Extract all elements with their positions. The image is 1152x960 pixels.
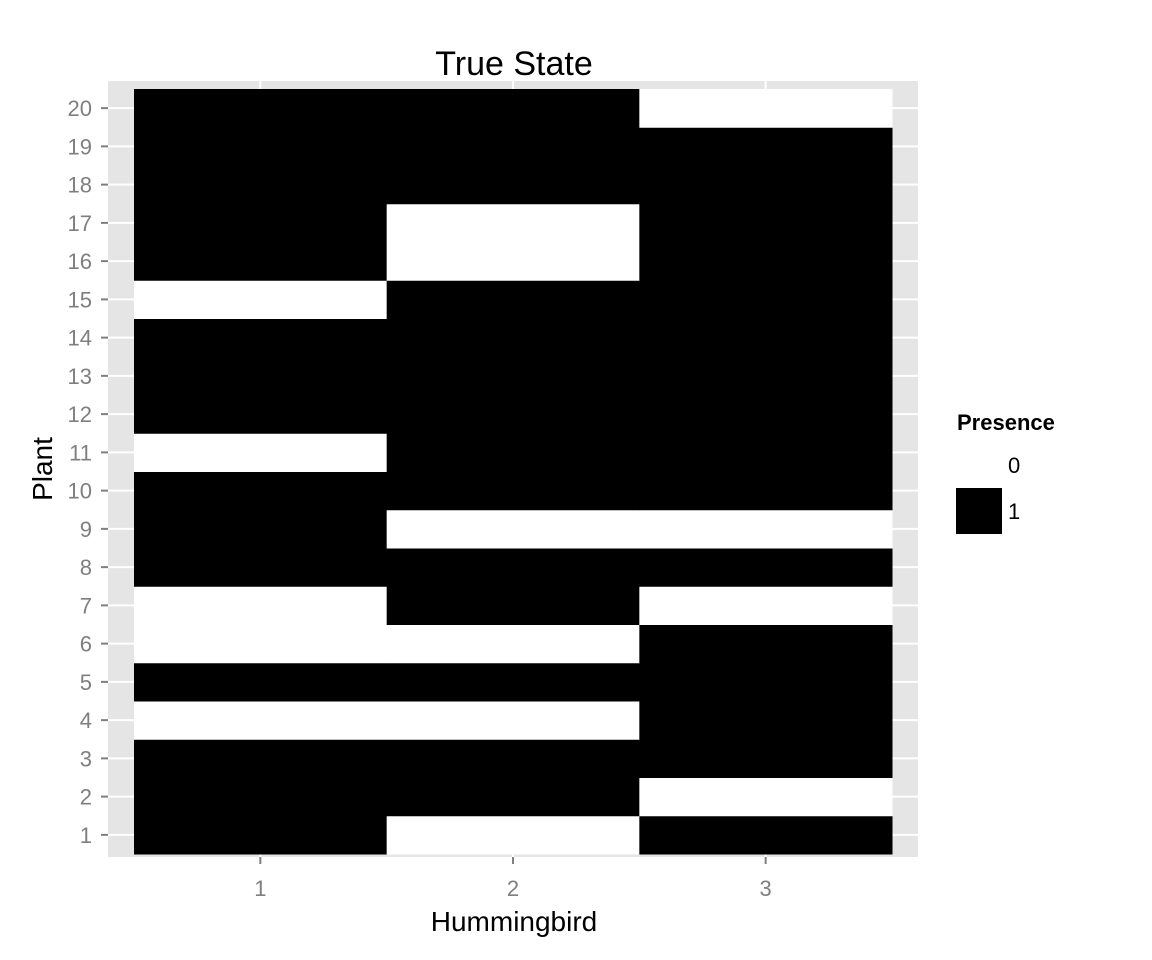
x-axis-ticks: 1 2 3 bbox=[254, 857, 772, 901]
heatmap-cell bbox=[639, 739, 893, 778]
heatmap-cell bbox=[386, 242, 640, 281]
y-tick-label: 2 bbox=[80, 785, 92, 810]
y-tick-label: 8 bbox=[80, 555, 92, 580]
heatmap-cell bbox=[134, 662, 388, 702]
heatmap-cell bbox=[639, 318, 893, 358]
heatmap-cell bbox=[639, 127, 893, 166]
y-tick-label: 16 bbox=[68, 249, 92, 274]
heatmap-cell bbox=[386, 471, 640, 511]
heatmap-cell bbox=[639, 624, 893, 664]
y-tick-label: 7 bbox=[80, 593, 92, 618]
heatmap-cell bbox=[134, 548, 388, 587]
y-tick-label: 5 bbox=[80, 670, 92, 695]
heatmap-cell bbox=[639, 395, 893, 434]
heatmap-cell bbox=[134, 471, 388, 511]
heatmap-cell bbox=[639, 280, 893, 319]
heatmap-cells bbox=[134, 89, 893, 855]
heatmap-cell bbox=[639, 165, 893, 205]
heatmap-cell bbox=[134, 701, 388, 740]
heatmap-cell bbox=[134, 127, 388, 166]
heatmap-cell bbox=[134, 586, 388, 625]
y-tick-label: 20 bbox=[68, 96, 92, 121]
heatmap-cell bbox=[134, 165, 388, 205]
heatmap-cell bbox=[386, 777, 640, 817]
heatmap-cell bbox=[134, 356, 388, 396]
heatmap-cell bbox=[386, 662, 640, 702]
heatmap-cell bbox=[386, 739, 640, 778]
legend-key-0 bbox=[956, 442, 1002, 488]
heatmap-cell bbox=[386, 318, 640, 358]
y-tick-label: 10 bbox=[68, 479, 92, 504]
heatmap-cell bbox=[134, 433, 388, 472]
chart-title: True State bbox=[435, 45, 592, 83]
heatmap-cell bbox=[639, 548, 893, 587]
heatmap-cell bbox=[386, 89, 640, 128]
heatmap-cell bbox=[639, 242, 893, 281]
heatmap-cell bbox=[386, 280, 640, 319]
heatmap-cell bbox=[639, 89, 893, 128]
x-tick-label: 3 bbox=[760, 876, 772, 901]
y-tick-label: 19 bbox=[68, 134, 92, 159]
heatmap-cell bbox=[639, 815, 893, 855]
legend-title: Presence bbox=[957, 410, 1055, 435]
heatmap-cell bbox=[639, 701, 893, 740]
legend-key-1 bbox=[956, 488, 1002, 534]
heatmap-cell bbox=[386, 509, 640, 549]
y-tick-label: 12 bbox=[68, 402, 92, 427]
y-tick-label: 14 bbox=[68, 326, 92, 351]
heatmap-cell bbox=[134, 815, 388, 855]
legend-entries: 01 bbox=[956, 442, 1020, 534]
heatmap-cell bbox=[639, 203, 893, 243]
y-tick-label: 4 bbox=[80, 708, 92, 733]
heatmap-cell bbox=[134, 318, 388, 358]
y-tick-label: 1 bbox=[80, 823, 92, 848]
y-tick-label: 17 bbox=[68, 211, 92, 236]
y-tick-label: 9 bbox=[80, 517, 92, 542]
x-tick-label: 1 bbox=[254, 876, 266, 901]
heatmap-cell bbox=[386, 548, 640, 587]
heatmap-cell bbox=[639, 509, 893, 549]
heatmap-cell bbox=[134, 624, 388, 664]
heatmap-cell bbox=[639, 662, 893, 702]
y-tick-label: 11 bbox=[69, 440, 92, 465]
heatmap-cell bbox=[386, 815, 640, 855]
legend: Presence 01 bbox=[956, 410, 1055, 534]
y-tick-label: 18 bbox=[68, 173, 92, 198]
heatmap-cell bbox=[386, 356, 640, 396]
heatmap-cell bbox=[386, 395, 640, 434]
heatmap-cell bbox=[134, 739, 388, 778]
heatmap-cell bbox=[386, 701, 640, 740]
heatmap-cell bbox=[639, 356, 893, 396]
heatmap-cell bbox=[386, 203, 640, 243]
heatmap-cell bbox=[639, 433, 893, 472]
x-tick-label: 2 bbox=[507, 876, 519, 901]
heatmap-cell bbox=[386, 127, 640, 166]
legend-label: 0 bbox=[1008, 453, 1020, 478]
y-axis-title: Plant bbox=[27, 437, 58, 501]
heatmap-cell bbox=[386, 586, 640, 625]
legend-label: 1 bbox=[1008, 499, 1020, 524]
heatmap-cell bbox=[134, 242, 388, 281]
heatmap-cell bbox=[134, 203, 388, 243]
heatmap-cell bbox=[134, 280, 388, 319]
y-tick-label: 3 bbox=[80, 746, 92, 771]
heatmap-cell bbox=[134, 395, 388, 434]
x-axis-title: Hummingbird bbox=[431, 906, 598, 937]
heatmap-cell bbox=[386, 624, 640, 664]
heatmap-cell bbox=[639, 471, 893, 511]
heatmap-cell bbox=[386, 165, 640, 205]
heatmap-cell bbox=[639, 586, 893, 625]
heatmap-cell bbox=[134, 89, 388, 128]
heatmap-cell bbox=[134, 777, 388, 817]
heatmap-cell bbox=[386, 433, 640, 472]
y-tick-label: 6 bbox=[80, 632, 92, 657]
heatmap-cell bbox=[134, 509, 388, 549]
y-tick-label: 13 bbox=[68, 364, 92, 389]
y-tick-label: 15 bbox=[68, 287, 92, 312]
heatmap-cell bbox=[639, 777, 893, 817]
